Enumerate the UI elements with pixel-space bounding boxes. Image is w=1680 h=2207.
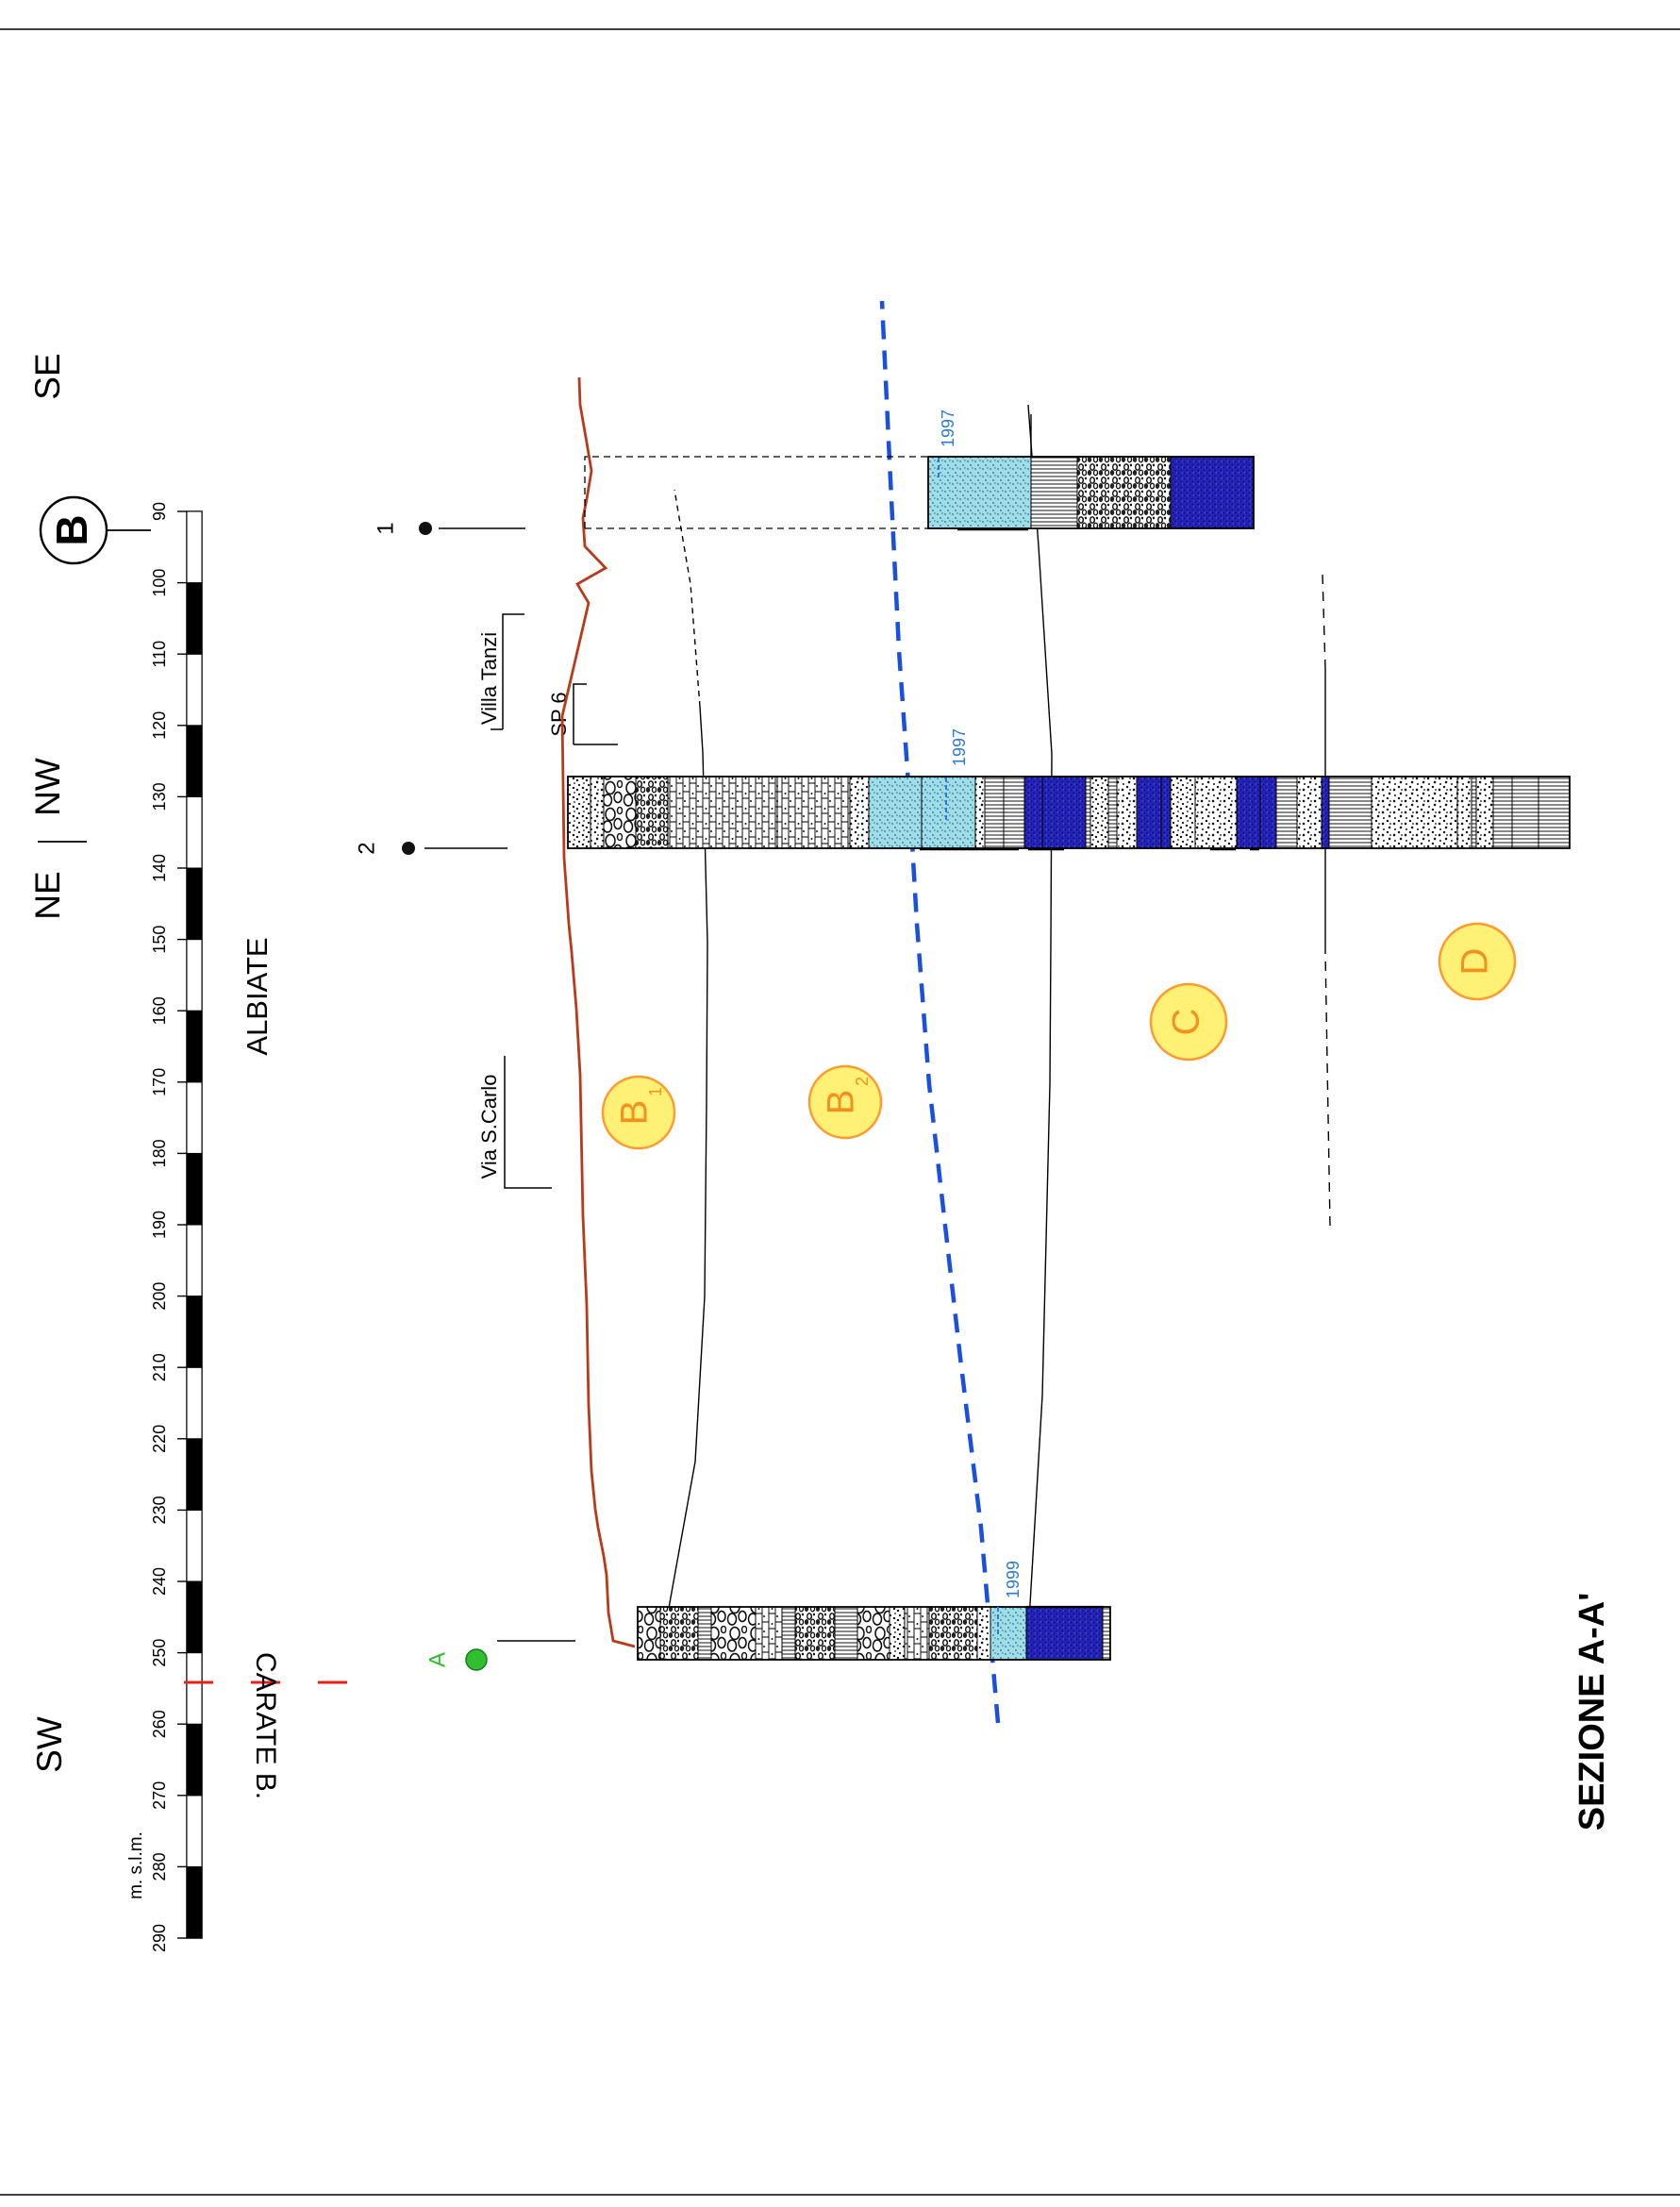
scale-tick-label: 260 — [150, 1710, 169, 1738]
direction-nw: NW — [28, 758, 67, 816]
scale-segment — [186, 1580, 203, 1654]
unit-badge-b1-sub: 1 — [646, 1087, 665, 1096]
boundary-label: CARATE B. — [250, 1652, 281, 1799]
scale-tick-label: 100 — [150, 569, 169, 597]
scale-segment — [186, 1438, 203, 1511]
scale-tick-label: 130 — [150, 782, 169, 811]
scale-tick-label: 280 — [150, 1852, 169, 1881]
scale-tick-label: 220 — [150, 1425, 169, 1453]
scale-segment — [186, 795, 203, 869]
section-body: 2902802702602502402302202102001901801701… — [28, 300, 1612, 1952]
unit-badge-c-letter: C — [1166, 1009, 1207, 1036]
unit-boundary-b2-c — [1027, 404, 1053, 1637]
unit-badge-b1-letter: B — [614, 1100, 656, 1126]
locality-label: ALBIATE — [241, 937, 274, 1055]
scale-segment — [186, 1652, 203, 1725]
well-2-label: 2 — [354, 842, 379, 854]
scale-segment — [186, 1152, 203, 1226]
scale-segment — [186, 1509, 203, 1582]
place-via-san-carlo: Via S.Carlo — [477, 1056, 552, 1189]
elevation-scale: 290 280 270 260 250 240 230 220 210 200 190 180 170 1… — [126, 502, 203, 1952]
well-a-marker — [465, 1648, 488, 1671]
scale-segment — [186, 1795, 203, 1867]
scale-segment — [186, 939, 203, 1012]
unit-badge-b2-sub: 2 — [853, 1077, 872, 1086]
well-2-marker — [402, 842, 415, 855]
scale-tick-label: 120 — [150, 711, 169, 740]
scale-segment — [186, 1224, 203, 1297]
unit-badge-d-letter: D — [1455, 948, 1496, 976]
unit-badge-b2: B 2 — [807, 1064, 883, 1140]
direction-ne: NE — [28, 871, 67, 919]
section-title: SEZIONE A-A' — [1572, 1593, 1612, 1831]
well-1-label: 1 — [373, 522, 398, 534]
scale-segment — [186, 725, 203, 797]
scale-tick-label: 140 — [150, 854, 169, 882]
well-2: 2 — [354, 728, 1571, 855]
scale-tick-label: 190 — [150, 1211, 169, 1239]
scale-tick-label: 160 — [150, 996, 169, 1025]
scale-segment — [186, 510, 203, 584]
scale-tick-label: 110 — [150, 641, 169, 668]
scale-segment — [186, 1296, 203, 1368]
scale-tick-label: 240 — [150, 1567, 169, 1596]
scale-tick-label: 150 — [150, 926, 169, 954]
scale-segment — [186, 1865, 203, 1939]
well-a-water-year: 1999 — [1004, 1561, 1023, 1598]
unit-boundary-c-d-projected — [1322, 574, 1326, 670]
scale-tick-label: 170 — [150, 1068, 169, 1096]
direction-sw: SW — [30, 1716, 69, 1773]
well-1: 1 1997 — [373, 410, 1255, 535]
place-via-label: Via S.Carlo — [477, 1075, 501, 1179]
scale-tick-label: 270 — [150, 1781, 169, 1810]
section-marker-letter: B — [47, 514, 96, 545]
scale-segment — [186, 1081, 203, 1154]
scale-segment — [186, 1723, 203, 1797]
unit-badge-b1: B 1 — [601, 1075, 676, 1150]
scale-tick-label: 200 — [150, 1282, 169, 1311]
place-sp6: SP 6 — [547, 683, 618, 745]
scale-segment — [186, 1366, 203, 1440]
scale-segment — [186, 653, 203, 727]
well-a: A 1999 — [424, 1561, 1111, 1671]
municipal-boundary: CARATE B. — [184, 1652, 347, 1799]
topographic-profile — [560, 376, 636, 1648]
unit-badge-d: D — [1438, 922, 1517, 1001]
scale-segment — [186, 1010, 203, 1083]
scale-tick-label: 230 — [150, 1496, 169, 1524]
scale-tick-label: 290 — [150, 1924, 169, 1952]
place-villa-label: Villa Tanzi — [477, 632, 501, 725]
well-2-water-year: 1997 — [950, 728, 969, 766]
scale-tick-label: 210 — [150, 1353, 169, 1381]
water-table-line — [879, 300, 1001, 1724]
scale-tick-label: 180 — [150, 1139, 169, 1167]
scale-tick-label: 90 — [150, 502, 169, 521]
well-a-label: A — [424, 1652, 450, 1667]
unit-boundary-b1-b2 — [659, 706, 708, 1656]
scale-tick-label: 250 — [150, 1639, 169, 1667]
well-1-marker — [419, 522, 432, 535]
scale-segment — [186, 867, 203, 941]
direction-se: SE — [28, 353, 67, 399]
scale-segment — [186, 582, 203, 655]
unit-badge-b2-letter: B — [821, 1090, 862, 1115]
unit-boundary-b1-b2-projected — [674, 489, 701, 708]
section-marker-b: B — [39, 495, 151, 565]
unit-boundary-c-d — [1324, 951, 1331, 1227]
unit-badge-c: C — [1149, 982, 1228, 1062]
well-1-water-year: 1997 — [939, 410, 957, 447]
scale-unit-label: m. s.l.m. — [126, 1831, 146, 1899]
place-villa-tanzi: Villa Tanzi — [477, 613, 524, 730]
